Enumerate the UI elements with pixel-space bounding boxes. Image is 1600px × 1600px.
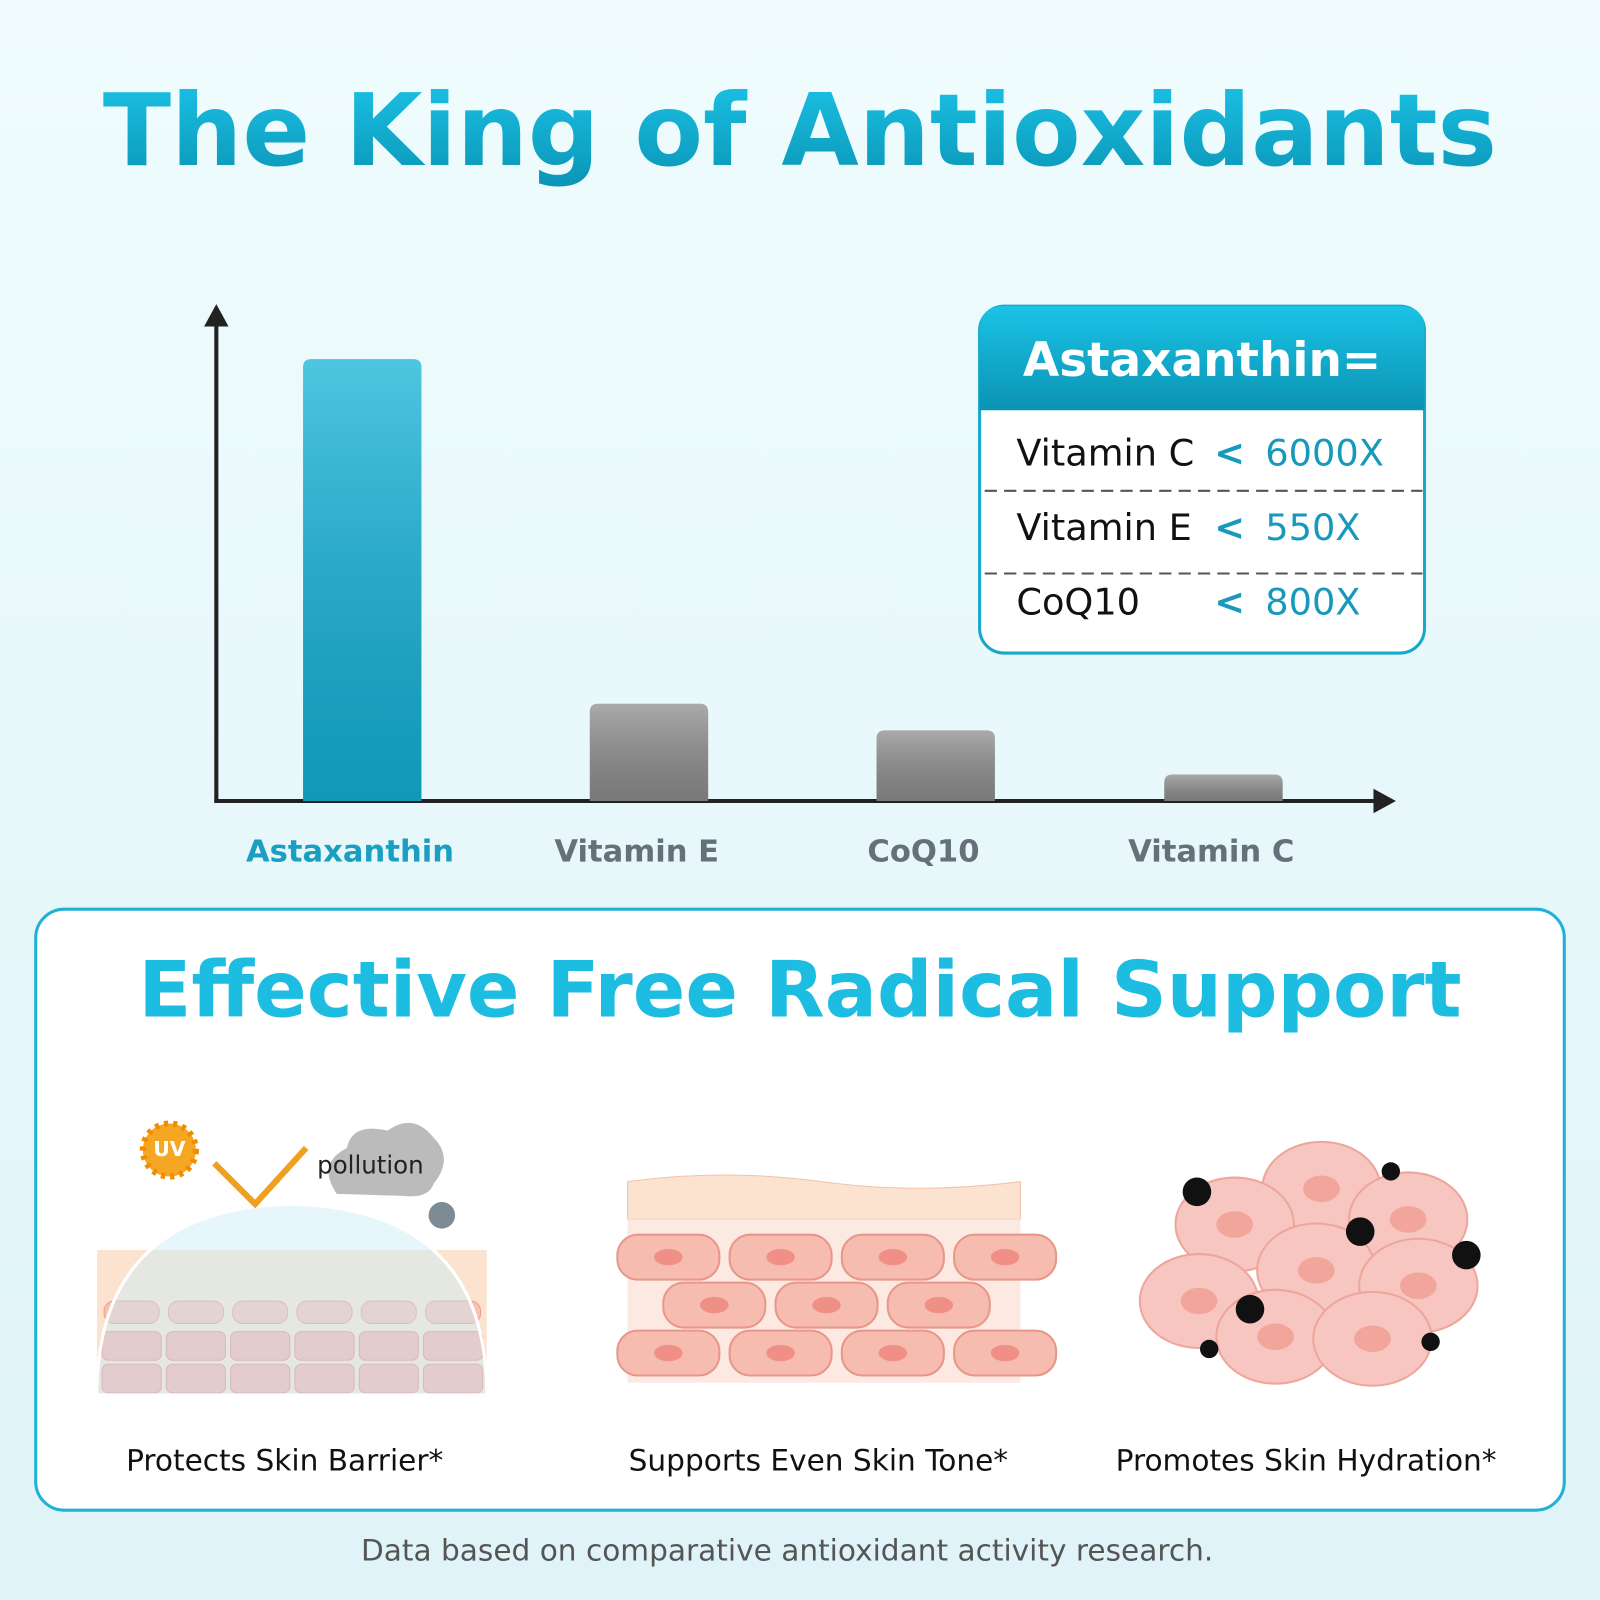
benefit-label: Protects Skin Barrier* <box>126 1444 443 1478</box>
sun <box>139 1120 199 1180</box>
row-value: 6000X <box>1265 432 1384 475</box>
cell-nucleus <box>1389 1206 1427 1233</box>
skin-cell <box>103 1300 160 1324</box>
benefit-label: Promotes Skin Hydration* <box>1116 1444 1497 1478</box>
row-name: Vitamin C <box>1016 432 1194 475</box>
row-name: CoQ10 <box>1016 581 1140 624</box>
bar-shade <box>589 703 709 802</box>
particle <box>428 1202 456 1229</box>
skin-cell <box>294 1363 355 1394</box>
row-symbol: < <box>1214 432 1245 475</box>
main-title: The King of Antioxidants <box>103 72 1497 189</box>
bar-shade <box>303 359 422 802</box>
skin-cell <box>422 1363 484 1394</box>
free-radical <box>1452 1240 1481 1270</box>
row-value: 800X <box>1265 581 1360 624</box>
cell-nucleus <box>878 1344 908 1362</box>
cell-nucleus <box>990 1344 1020 1362</box>
cell-nucleus <box>1216 1211 1254 1238</box>
x-axis-arrow <box>1373 788 1396 814</box>
cell-nucleus <box>1303 1175 1340 1203</box>
row-value: 550X <box>1265 506 1360 549</box>
cell-nucleus <box>878 1248 908 1266</box>
skin-cell <box>230 1363 291 1394</box>
box-title: Astaxanthin= <box>1023 333 1381 388</box>
cell-nucleus <box>766 1248 795 1266</box>
category-label: Vitamin C <box>1128 835 1294 870</box>
cell-nucleus <box>812 1296 841 1314</box>
box-header <box>979 306 1425 411</box>
pollution-cloud <box>328 1122 444 1197</box>
category-label: CoQ10 <box>867 835 979 870</box>
cell-nucleus <box>1257 1323 1294 1350</box>
skin-cell <box>167 1300 224 1324</box>
cell-nucleus <box>700 1296 729 1314</box>
cell-nucleus <box>654 1248 683 1266</box>
bar-shade <box>1164 774 1283 802</box>
free-radical <box>1381 1162 1400 1181</box>
cell-nucleus <box>1400 1272 1437 1299</box>
cell-nucleus <box>766 1344 795 1362</box>
free-radical <box>1345 1217 1375 1246</box>
skin-cell <box>296 1300 353 1324</box>
pollution-label: pollution <box>317 1150 423 1179</box>
benefit-label: Supports Even Skin Tone* <box>629 1444 1008 1478</box>
skin-cell <box>360 1300 417 1324</box>
cell-nucleus <box>1297 1257 1335 1284</box>
free-radical <box>1182 1177 1212 1207</box>
shield-dome <box>95 1202 489 1397</box>
skin-cell <box>358 1363 419 1394</box>
skin-cell <box>230 1331 291 1361</box>
skin-cell <box>165 1363 227 1394</box>
footnote: Data based on comparative antioxidant ac… <box>361 1534 1213 1568</box>
skin-cell <box>425 1300 482 1324</box>
comparison-box: Astaxanthin= <box>978 304 1427 655</box>
category-label: Vitamin E <box>554 835 719 870</box>
skin-layer <box>96 1250 487 1395</box>
illustrations <box>95 1120 1481 1397</box>
cell-nucleus <box>1354 1325 1391 1353</box>
uv-ray <box>212 1145 309 1209</box>
free-radical <box>1421 1332 1440 1352</box>
row-symbol: < <box>1214 506 1245 549</box>
y-axis-arrow <box>204 304 229 327</box>
free-radical <box>1200 1339 1219 1359</box>
cell-nucleus <box>924 1296 954 1314</box>
free-radical <box>1235 1294 1265 1324</box>
skin-cell <box>358 1331 419 1361</box>
cell-nucleus <box>1180 1287 1218 1315</box>
skin-cell <box>232 1300 289 1324</box>
row-symbol: < <box>1214 581 1245 624</box>
uv-label: UV <box>153 1137 186 1161</box>
skin-cell <box>165 1331 227 1361</box>
benefits-title: Effective Free Radical Support <box>138 945 1461 1035</box>
skin-cell <box>101 1363 162 1394</box>
skin-cell <box>294 1331 355 1361</box>
row-name: Vitamin E <box>1016 506 1192 549</box>
cell-nucleus <box>990 1248 1020 1266</box>
bar-shade <box>876 730 995 802</box>
skin-top <box>627 1174 1021 1220</box>
category-label: Astaxanthin <box>246 835 454 870</box>
cell-nucleus <box>654 1344 683 1362</box>
bar-chart: Astaxanthin Vitamin E CoQ10 Vitamin C <box>204 304 1396 870</box>
